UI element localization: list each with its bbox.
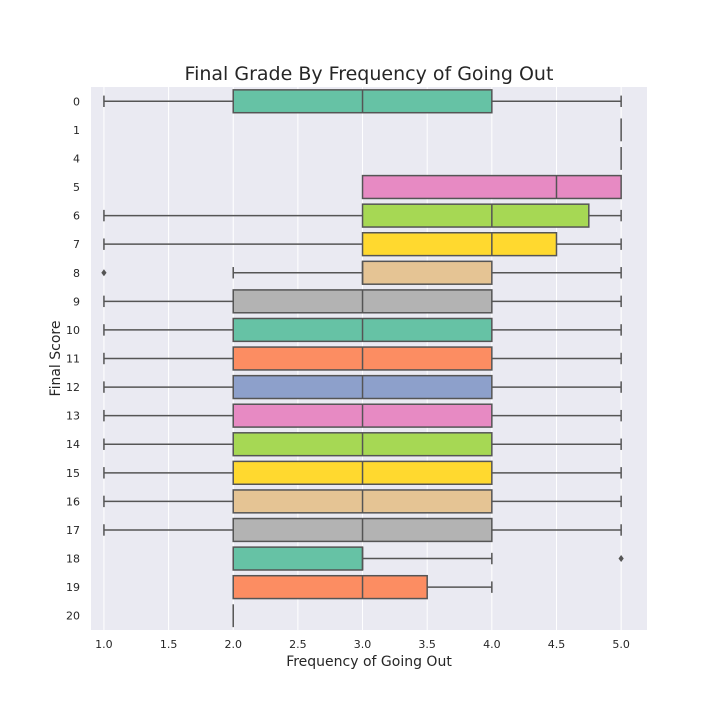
box-group [232, 574, 493, 600]
y-tick-label: 19 [66, 581, 80, 594]
x-tick-label: 4.0 [483, 638, 501, 651]
y-tick-label: 9 [73, 295, 80, 308]
boxes [101, 89, 624, 628]
y-tick-label: 4 [73, 152, 80, 165]
box-rect [361, 174, 622, 200]
box-group [103, 232, 622, 257]
y-tick-label: 0 [73, 95, 80, 108]
x-tick-label: 2.0 [224, 638, 242, 651]
box-group [103, 374, 622, 400]
x-tick-label: 3.0 [354, 638, 372, 651]
y-tick-label: 6 [73, 210, 80, 223]
x-tick-label: 1.0 [95, 638, 113, 651]
box-rect [232, 546, 364, 571]
box-group [103, 517, 622, 543]
outlier-point [101, 269, 107, 277]
y-tick-label: 20 [66, 610, 80, 623]
y-tick-label: 8 [73, 267, 80, 280]
box-rect [361, 203, 590, 228]
x-tick-label: 3.5 [418, 638, 436, 651]
y-axis-label: Final Score [48, 321, 64, 397]
x-tick-labels: 1.0 1.5 2.0 2.5 3.0 3.5 4.0 4.5 5.0 [95, 638, 630, 651]
chart-title: Final Grade By Frequency of Going Out [185, 63, 554, 85]
box-group [103, 432, 622, 457]
box-rect [361, 232, 558, 257]
y-tick-label: 1 [73, 124, 80, 137]
box-group [103, 489, 622, 514]
outlier-point [618, 555, 624, 563]
x-tick-label: 5.0 [612, 638, 630, 651]
x-tick-label: 1.5 [160, 638, 178, 651]
box-group [103, 317, 622, 343]
x-tick-label: 4.5 [548, 638, 566, 651]
y-tick-label: 7 [73, 238, 80, 251]
box-group [101, 260, 622, 285]
box-rect [361, 260, 493, 285]
x-axis-label: Frequency of Going Out [286, 654, 452, 670]
box-rect [232, 574, 428, 600]
y-tick-label: 16 [66, 495, 80, 508]
box-group [103, 346, 622, 371]
x-tick-label: 2.5 [289, 638, 307, 651]
box-group [103, 460, 622, 485]
box-group [103, 89, 622, 114]
box-group [103, 403, 622, 428]
y-tick-label: 5 [73, 181, 80, 194]
y-tick-label: 14 [66, 438, 80, 451]
y-tick-label: 11 [66, 353, 80, 366]
box-group [361, 174, 622, 200]
y-tick-label: 18 [66, 553, 80, 566]
y-tick-label: 17 [66, 524, 80, 537]
y-tick-label: 13 [66, 410, 80, 423]
y-tick-label: 12 [66, 381, 80, 394]
y-tick-label: 10 [66, 324, 80, 337]
box-group [103, 203, 622, 228]
y-tick-label: 15 [66, 467, 80, 480]
box-group [103, 289, 622, 314]
box-group [232, 546, 624, 571]
